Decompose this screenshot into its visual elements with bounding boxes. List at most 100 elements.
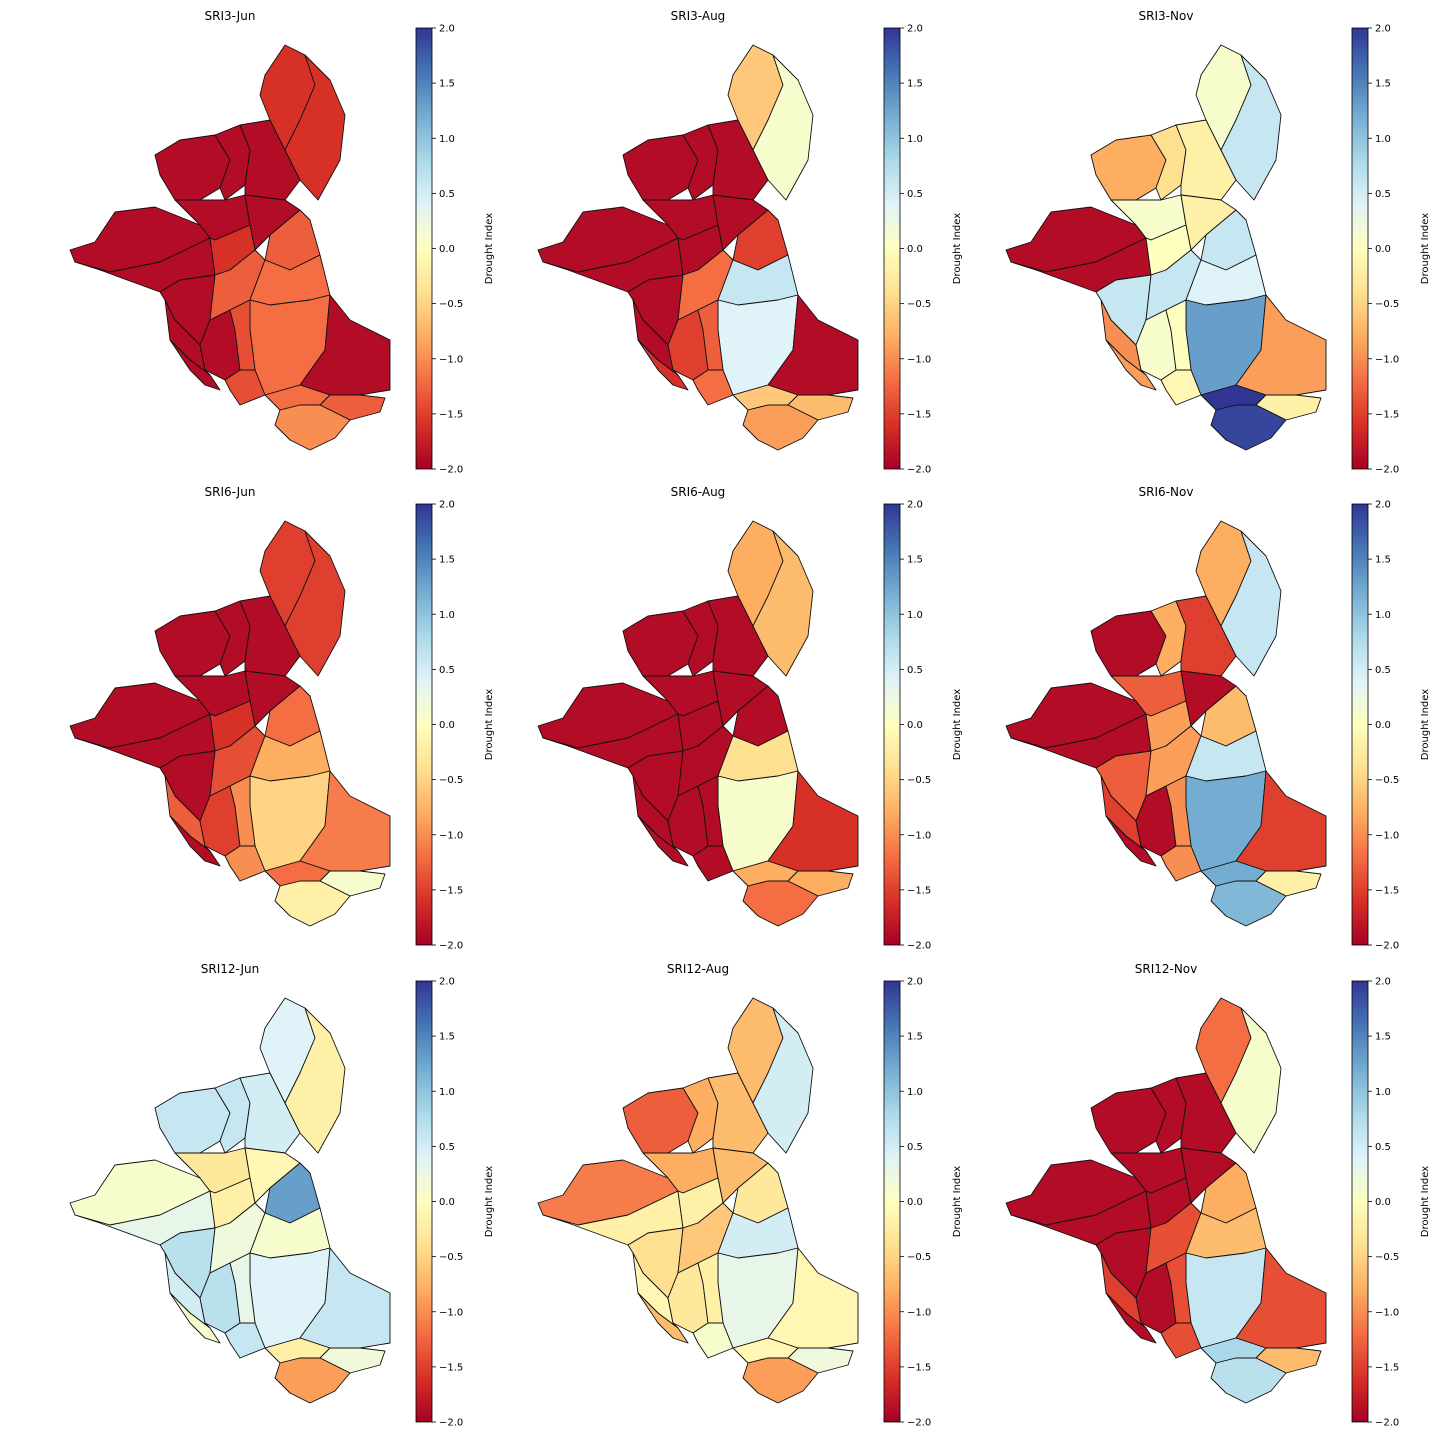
- colorbar-tick-label: 0.0: [1375, 244, 1391, 255]
- colorbar-tick-label: −1.5: [907, 885, 931, 896]
- subbasin-region: [1090, 134, 1167, 201]
- colorbar-tick-label: 1.0: [1375, 1087, 1391, 1098]
- basin-map: [69, 44, 391, 451]
- colorbar-gradient: [415, 503, 433, 946]
- subbasin-region: [622, 610, 699, 677]
- colorbar-tick-label: −2.0: [907, 941, 931, 952]
- colorbar-tick-label: 0.5: [439, 1142, 455, 1153]
- colorbar-tick-label: 1.0: [907, 134, 923, 145]
- colorbar-tick-label: 0.0: [907, 720, 923, 731]
- subbasin-region: [742, 1357, 819, 1404]
- subbasin-region: [154, 1087, 231, 1154]
- subbasin-region: [752, 54, 814, 201]
- colorbar-label: Drought Index: [484, 689, 495, 760]
- colorbar-tick-label: −2.0: [907, 1418, 931, 1429]
- colorbar-tick-label: 1.0: [439, 610, 455, 621]
- subbasin-region: [274, 1357, 351, 1404]
- subbasin-region: [154, 134, 231, 201]
- colorbar-tick-label: −2.0: [439, 1418, 463, 1429]
- subbasin-region: [637, 339, 689, 391]
- map-panel: SRI6-Jun 2.0 1.5 1.0 0.5 0.0 −0.5 −1.0 −1.5 −2.0 D…: [69, 485, 495, 952]
- colorbar-tick-label: 1.5: [1375, 1032, 1391, 1043]
- colorbar-tick-label: 2.0: [439, 977, 455, 988]
- colorbar-tick-label: −1.0: [439, 354, 463, 365]
- colorbar-label: Drought Index: [484, 213, 495, 284]
- map-panel: SRI6-Nov 2.0 1.5 1.0 0.5 0.0 −0.5 −1.0 −1.5 −2.0 D…: [1005, 485, 1431, 952]
- colorbar-tick-label: 0.5: [1375, 665, 1391, 676]
- basin-map: [1005, 520, 1327, 927]
- colorbar-tick-label: −2.0: [439, 465, 463, 476]
- map-panel: SRI3-Jun 2.0 1.5 1.0 0.5 0.0 −0.5 −1.0 −1.5 −2.0 D…: [69, 9, 495, 476]
- colorbar-tick-label: 0.5: [1375, 189, 1391, 200]
- colorbar-tick-label: 1.0: [907, 1087, 923, 1098]
- colorbar-tick-label: 1.5: [439, 1032, 455, 1043]
- colorbar-label: Drought Index: [1420, 1166, 1431, 1237]
- colorbar-tick-label: −1.5: [439, 885, 463, 896]
- colorbar-tick-label: −1.5: [439, 409, 463, 420]
- colorbar-tick-label: −1.0: [907, 1307, 931, 1318]
- colorbar-tick-label: −1.5: [1375, 885, 1399, 896]
- colorbar: 2.0 1.5 1.0 0.5 0.0 −0.5 −1.0 −1.5 −2.0 Drought I…: [883, 500, 963, 952]
- colorbar-gradient: [415, 27, 433, 470]
- map-panel: SRI3-Nov 2.0 1.5 1.0 0.5 0.0 −0.5 −1.0 −1.5 −2.0 D…: [1005, 9, 1431, 476]
- colorbar-tick-label: −0.5: [1375, 299, 1399, 310]
- basin-map: [537, 520, 859, 927]
- colorbar-tick-label: −0.5: [439, 1252, 463, 1263]
- basin-map: [69, 997, 391, 1404]
- colorbar-tick-label: −2.0: [1375, 941, 1399, 952]
- colorbar-tick-label: −1.5: [439, 1362, 463, 1373]
- subbasin-region: [1105, 1292, 1157, 1344]
- subbasin-region: [1105, 339, 1157, 391]
- colorbar-tick-label: −0.5: [439, 775, 463, 786]
- subbasin-region: [1090, 610, 1167, 677]
- colorbar-gradient: [1351, 27, 1369, 470]
- subbasin-region: [637, 1292, 689, 1344]
- map-panel: SRI3-Aug 2.0 1.5 1.0 0.5 0.0 −0.5 −1.0 −1.5 −2.0 D…: [537, 9, 963, 476]
- colorbar-tick-label: 2.0: [1375, 500, 1391, 511]
- map-panel: SRI12-Jun 2.0 1.5 1.0 0.5 0.0 −0.5 −1.0 −1.5 −2.0…: [69, 962, 495, 1429]
- subbasin-region: [742, 404, 819, 451]
- colorbar: 2.0 1.5 1.0 0.5 0.0 −0.5 −1.0 −1.5 −2.0 Drought I…: [415, 24, 495, 476]
- colorbar-tick-label: 0.0: [439, 244, 455, 255]
- map-panel: SRI6-Aug 2.0 1.5 1.0 0.5 0.0 −0.5 −1.0 −1.5 −2.0 D…: [537, 485, 963, 952]
- colorbar-gradient: [1351, 980, 1369, 1423]
- colorbar-tick-label: 0.5: [907, 1142, 923, 1153]
- colorbar-tick-label: 0.0: [439, 720, 455, 731]
- colorbar-tick-label: 1.5: [439, 79, 455, 90]
- basin-map: [1005, 997, 1327, 1404]
- colorbar-tick-label: 1.5: [907, 555, 923, 566]
- colorbar: 2.0 1.5 1.0 0.5 0.0 −0.5 −1.0 −1.5 −2.0 Drought I…: [883, 977, 963, 1429]
- subbasin-region: [637, 815, 689, 867]
- subbasin-region: [1210, 880, 1287, 927]
- subbasin-region: [154, 610, 231, 677]
- colorbar-tick-label: 2.0: [1375, 24, 1391, 35]
- colorbar-tick-label: 1.5: [1375, 555, 1391, 566]
- colorbar-label: Drought Index: [952, 689, 963, 760]
- colorbar-tick-label: 1.5: [439, 555, 455, 566]
- colorbar-tick-label: 1.0: [907, 610, 923, 621]
- colorbar-tick-label: −1.0: [1375, 830, 1399, 841]
- colorbar-label: Drought Index: [1420, 213, 1431, 284]
- colorbar-tick-label: −0.5: [1375, 775, 1399, 786]
- colorbar-tick-label: 2.0: [439, 500, 455, 511]
- panel-title: SRI6-Nov: [1139, 485, 1194, 499]
- panel-title: SRI3-Nov: [1139, 9, 1194, 23]
- colorbar-tick-label: −0.5: [907, 299, 931, 310]
- colorbar-gradient: [1351, 503, 1369, 946]
- colorbar-tick-label: 1.0: [1375, 134, 1391, 145]
- subbasin-region: [1090, 1087, 1167, 1154]
- colorbar-tick-label: 1.5: [907, 79, 923, 90]
- subbasin-region: [1210, 1357, 1287, 1404]
- colorbar-tick-label: −1.5: [907, 1362, 931, 1373]
- subbasin-region: [1220, 530, 1282, 677]
- subbasin-region: [284, 530, 346, 677]
- basin-map: [69, 520, 391, 927]
- colorbar-tick-label: 2.0: [439, 24, 455, 35]
- subbasin-region: [742, 880, 819, 927]
- subbasin-region: [1105, 815, 1157, 867]
- colorbar: 2.0 1.5 1.0 0.5 0.0 −0.5 −1.0 −1.5 −2.0 Drought I…: [883, 24, 963, 476]
- colorbar-tick-label: 1.0: [439, 134, 455, 145]
- colorbar-tick-label: 0.5: [907, 665, 923, 676]
- subbasin-region: [1220, 1007, 1282, 1154]
